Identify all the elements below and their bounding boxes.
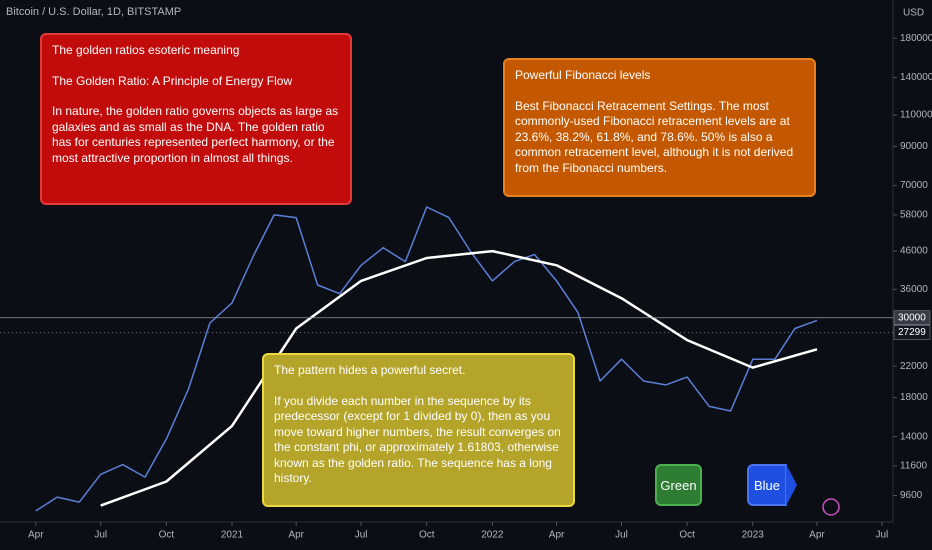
chart-title: Bitcoin / U.S. Dollar, 1D, BITSTAMP — [6, 6, 181, 18]
y-tick-label: 140000 — [900, 72, 932, 83]
x-tick-label: 2022 — [481, 530, 504, 541]
x-tick-label: Oct — [679, 530, 695, 541]
annotation-text: Best Fibonacci Retracement Settings. The… — [515, 98, 794, 175]
x-tick-label: Jul — [615, 530, 628, 541]
x-tick-label: Apr — [28, 530, 44, 541]
annotation-title: Powerful Fibonacci levels — [515, 68, 651, 82]
price-label: 30000 — [898, 312, 926, 323]
y-tick-label: 180000 — [900, 33, 932, 44]
y-tick-label: 11600 — [900, 461, 928, 472]
annotation-subtitle: The Golden Ratio: A Principle of Energy … — [52, 73, 293, 88]
annotation-box: Powerful Fibonacci levels Best Fibonacci… — [503, 58, 816, 197]
x-tick-label: Apr — [288, 530, 304, 541]
y-tick-label: 36000 — [900, 284, 928, 295]
y-axis-label: USD — [903, 8, 924, 19]
annotation-title: The golden ratios esoteric meaning — [52, 43, 240, 57]
y-tick-label: 18000 — [900, 392, 928, 403]
x-tick-label: Jul — [94, 530, 107, 541]
x-tick-label: 2021 — [221, 530, 244, 541]
annotation-text: In nature, the golden ratio governs obje… — [52, 104, 339, 165]
y-tick-label: 46000 — [900, 246, 928, 257]
y-tick-label: 22000 — [900, 361, 928, 372]
annotation-box: The pattern hides a powerful secret. If … — [262, 353, 575, 507]
annotation-title: The pattern hides a powerful secret. — [274, 363, 466, 377]
blue-label: Blue — [747, 464, 787, 506]
y-tick-label: 14000 — [900, 431, 928, 442]
y-tick-label: 58000 — [900, 210, 928, 221]
price-label: 27299 — [898, 327, 926, 338]
x-tick-label: Apr — [809, 530, 825, 541]
x-tick-label: Apr — [549, 530, 565, 541]
x-tick-label: 2023 — [742, 530, 765, 541]
y-tick-label: 110000 — [900, 110, 932, 121]
x-tick-label: Jul — [355, 530, 368, 541]
price-label-box — [893, 325, 931, 340]
green-label: Green — [655, 464, 702, 506]
y-tick-label: 90000 — [900, 141, 928, 152]
y-tick-label: 9600 — [900, 490, 923, 501]
x-tick-label: Oct — [419, 530, 435, 541]
x-tick-label: Jul — [875, 530, 888, 541]
x-tick-label: Oct — [159, 530, 175, 541]
y-tick-label: 70000 — [900, 180, 928, 191]
annotation-text: If you divide each number in the sequenc… — [274, 393, 561, 486]
price-line — [100, 249, 818, 507]
annotation-box: The golden ratios esoteric meaning The G… — [40, 33, 352, 205]
price-label-box — [893, 310, 931, 325]
price-line — [35, 206, 818, 512]
